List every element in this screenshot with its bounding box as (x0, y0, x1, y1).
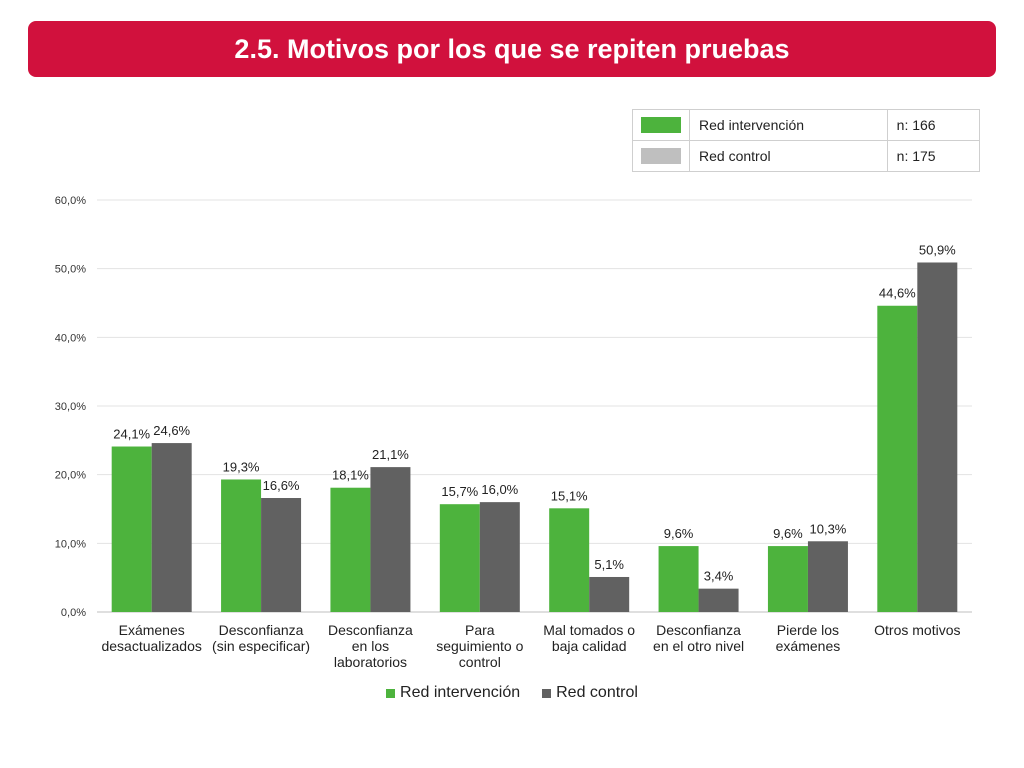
y-tick-label: 20,0% (55, 470, 86, 482)
control-color-swatch (641, 148, 681, 164)
bar-control (917, 262, 958, 612)
legend-swatch-control (542, 688, 552, 698)
sample-n: n: 166 (886, 109, 981, 141)
x-tick-label: Para (465, 622, 495, 638)
data-label: 18,1% (332, 468, 369, 483)
bar-control (479, 502, 520, 612)
bar-intervention (549, 508, 590, 612)
data-label: 9,6% (773, 526, 803, 541)
y-tick-label: 30,0% (55, 401, 86, 413)
y-tick-label: 10,0% (55, 538, 86, 550)
bar-intervention (767, 546, 808, 612)
sample-n: n: 175 (886, 140, 981, 172)
x-tick-label: seguimiento o (436, 638, 523, 654)
data-label: 3,4% (704, 569, 734, 584)
legend-swatch-intervention (386, 688, 396, 698)
bar-intervention (658, 546, 699, 612)
x-tick-label: (sin especificar) (212, 638, 310, 654)
data-label: 15,1% (551, 488, 588, 503)
data-label: 5,1% (594, 557, 624, 572)
data-label: 50,9% (919, 242, 956, 257)
sample-label: Red control (689, 140, 888, 172)
bar-intervention (330, 487, 371, 612)
data-label: 16,6% (263, 478, 300, 493)
intervention-color-swatch (641, 117, 681, 133)
x-tick-label: en los (352, 638, 389, 654)
data-label: 15,7% (441, 484, 478, 499)
data-label: 16,0% (481, 482, 518, 497)
x-tick-label: baja calidad (552, 638, 627, 654)
x-tick-label: Mal tomados o (543, 622, 635, 638)
bar-control (698, 588, 739, 612)
x-tick-label: Desconfianza (656, 622, 741, 638)
sample-swatch-cell (632, 109, 690, 141)
x-tick-label: Exámenes (119, 622, 185, 638)
bar-control (151, 443, 192, 612)
title-banner: 2.5. Motivos por los que se repiten prue… (28, 21, 996, 77)
bar-control (370, 467, 411, 612)
bar-control (261, 498, 302, 612)
x-tick-label: en el otro nivel (653, 638, 744, 654)
x-tick-label: control (459, 654, 501, 670)
y-tick-label: 60,0% (55, 195, 86, 207)
x-tick-label: Desconfianza (219, 622, 304, 638)
legend-label-control: Red control (556, 684, 638, 701)
x-tick-label: Pierde los (777, 622, 839, 638)
data-label: 10,3% (810, 521, 847, 536)
sample-label: Red intervención (689, 109, 888, 141)
sample-swatch-cell (632, 140, 690, 172)
chart-legend: Red intervención Red control (0, 682, 1024, 704)
data-label: 44,6% (879, 286, 916, 301)
bar-intervention (439, 504, 480, 612)
data-label: 19,3% (223, 459, 260, 474)
data-label: 24,1% (113, 427, 150, 442)
bar-intervention (221, 479, 262, 612)
bar-control (589, 576, 630, 612)
x-tick-label: exámenes (776, 638, 841, 654)
x-tick-label: Otros motivos (874, 622, 960, 638)
bar-intervention (877, 305, 918, 612)
x-tick-label: desactualizados (101, 638, 201, 654)
sample-size-table: Red intervención n: 166 Red control n: 1… (632, 109, 981, 172)
legend-item-control: Red control (542, 684, 638, 702)
bar-control (807, 541, 848, 612)
y-tick-label: 0,0% (61, 607, 86, 619)
bar-intervention (111, 446, 152, 612)
data-label: 21,1% (372, 447, 409, 462)
legend-item-intervention: Red intervención (386, 684, 520, 702)
y-tick-label: 40,0% (55, 332, 86, 344)
sample-row-intervention: Red intervención n: 166 (632, 109, 981, 141)
data-label: 9,6% (664, 526, 694, 541)
x-tick-label: Desconfianza (328, 622, 413, 638)
data-label: 24,6% (153, 423, 190, 438)
x-tick-label: laboratorios (334, 654, 407, 670)
bar-chart: 0,0%10,0%20,0%30,0%40,0%50,0%60,0%24,1% 2… (55, 195, 972, 670)
y-tick-label: 50,0% (55, 264, 86, 276)
page-title: 2.5. Motivos por los que se repiten prue… (234, 33, 790, 64)
legend-label-intervention: Red intervención (400, 684, 521, 701)
sample-row-control: Red control n: 175 (632, 140, 981, 172)
